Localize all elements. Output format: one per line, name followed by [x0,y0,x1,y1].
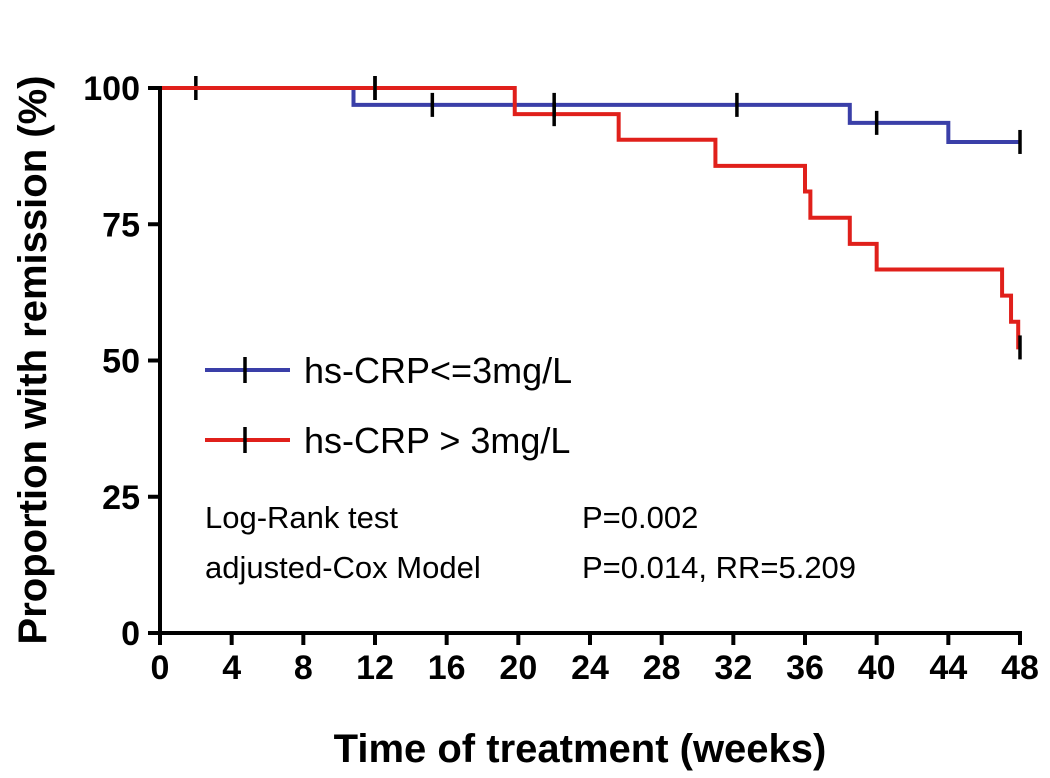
y-tick-label: 25 [102,479,140,517]
x-tick-label: 40 [858,649,896,687]
cox-value: P=0.014, RR=5.209 [582,550,856,585]
x-tick-label: 4 [222,649,241,687]
y-tick-label: 75 [102,206,140,244]
survival-curve-series-0 [160,86,1020,144]
y-tick-label: 0 [121,615,140,653]
survival-curves [160,76,1022,360]
logrank-value: P=0.002 [582,500,698,535]
x-tick-label: 0 [151,649,170,687]
legend-label-high-crp: hs-CRP > 3mg/L [304,420,570,461]
x-tick-label: 28 [643,649,681,687]
legend-entry-low-crp: hs-CRP<=3mg/L [205,350,572,391]
x-tick-label: 44 [929,649,967,687]
x-tick-label: 8 [294,649,313,687]
y-axis-title: Proportion with remission (%) [11,76,55,645]
x-tick-label: 32 [714,649,752,687]
y-tick-label: 50 [102,343,140,381]
x-axis-title: Time of treatment (weeks) [334,727,827,771]
x-tick-label: 20 [499,649,537,687]
x-tick-label: 24 [571,649,609,687]
x-tick-label: 36 [786,649,824,687]
logrank-label: Log-Rank test [205,500,398,535]
legend-label-low-crp: hs-CRP<=3mg/L [304,350,572,391]
cox-label: adjusted-Cox Model [205,550,481,585]
test-annotations: Log-Rank test P=0.002 adjusted-Cox Model… [205,500,856,585]
x-tick-label: 48 [1001,649,1039,687]
y-tick-label: 100 [83,70,140,108]
x-tick-label: 12 [356,649,394,687]
legend-entry-high-crp: hs-CRP > 3mg/L [205,420,570,461]
survival-curve-series-1 [160,86,1021,350]
x-tick-label: 16 [428,649,466,687]
legend: hs-CRP<=3mg/L hs-CRP > 3mg/L [205,350,572,461]
